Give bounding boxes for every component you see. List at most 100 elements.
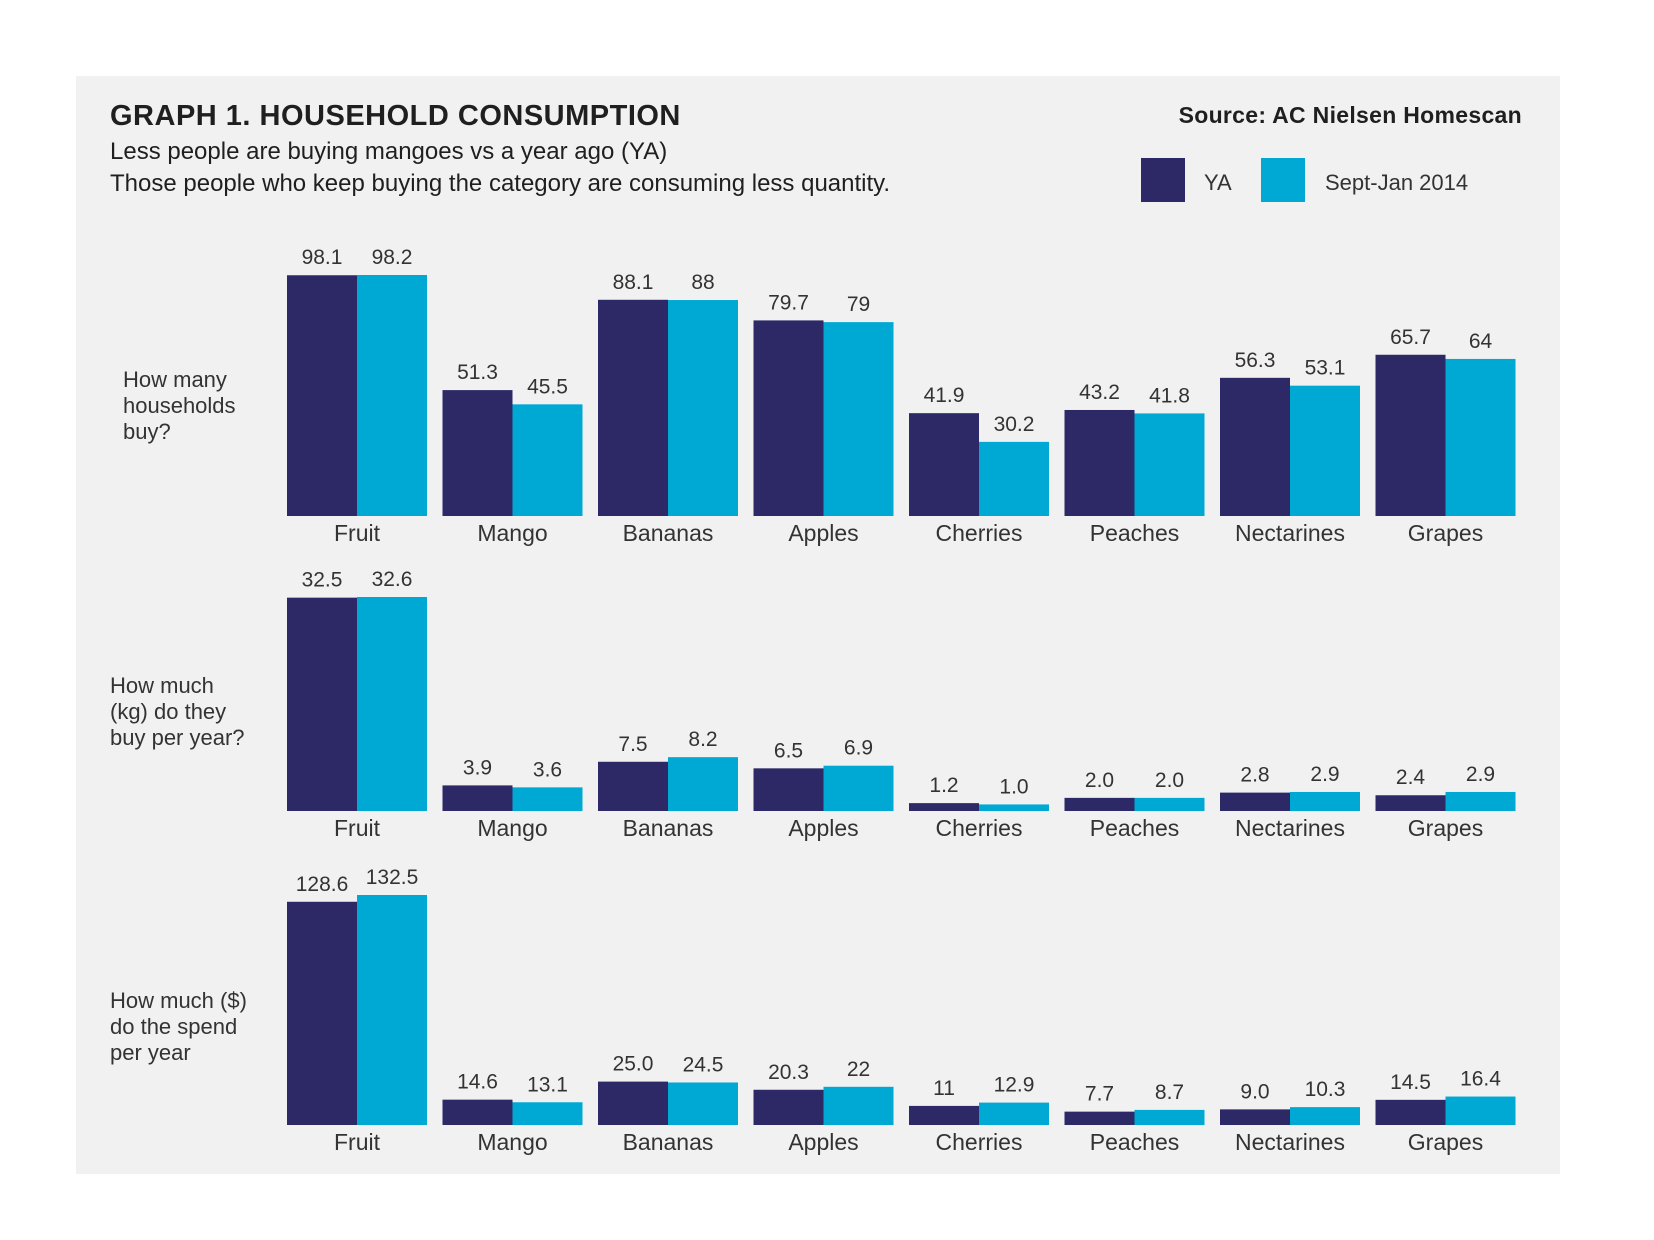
bar-current [1134,797,1205,811]
category-label: Fruit [334,815,381,841]
bar-ya [598,761,668,811]
bar-ya [1375,795,1446,811]
bar-ya [287,597,357,811]
bar-ya [1064,797,1135,811]
data-label: 30.2 [994,413,1035,436]
legend-label-current: Sept-Jan 2014 [1325,170,1469,195]
bar-ya [909,1105,979,1125]
subtitle-line-1: Less people are buying mangoes vs a year… [110,138,668,165]
data-label: 20.3 [768,1061,809,1084]
data-label: 6.9 [844,737,873,760]
bar-ya [753,320,824,516]
data-label: 1.0 [999,775,1028,798]
bar-ya [909,413,979,516]
data-label: 51.3 [457,361,498,384]
category-label: Nectarines [1235,520,1345,546]
data-label: 88 [691,271,714,294]
bar-current [979,1102,1049,1125]
legend-label-ya: YA [1204,170,1232,195]
source-note: Source: AC Nielsen Homescan [1178,102,1522,128]
data-label: 25.0 [613,1053,654,1076]
bar-ya [442,390,513,516]
bar-current [1290,385,1360,516]
category-label: Bananas [623,815,714,841]
bar-current [823,1086,894,1125]
data-label: 12.9 [994,1074,1035,1097]
data-label: 2.8 [1240,764,1269,787]
category-label: Nectarines [1235,815,1345,841]
bar-ya [442,1099,513,1125]
bar-ya [753,1089,824,1125]
data-label: 2.0 [1085,769,1114,792]
bar-current [668,1082,738,1125]
bar-ya [1064,409,1135,516]
category-label: Grapes [1408,1129,1483,1155]
bar-ya [598,1081,668,1125]
legend-swatch-current [1261,158,1305,202]
bar-current [823,322,894,516]
category-label: Apples [788,520,858,546]
bar-ya [287,901,357,1125]
data-label: 2.0 [1155,769,1184,792]
bar-ya [1220,792,1290,811]
data-label: 6.5 [774,739,803,762]
data-label: 98.1 [302,246,343,269]
category-label: Fruit [334,520,381,546]
data-label: 2.4 [1396,766,1426,789]
bar-ya [442,785,513,811]
data-label: 14.5 [1390,1071,1431,1094]
bar-ya [1375,354,1446,516]
bar-current [1445,358,1516,516]
legend-swatch-ya [1141,158,1185,202]
category-label: Mango [477,520,547,546]
data-label: 10.3 [1305,1078,1346,1101]
category-label: Nectarines [1235,1129,1345,1155]
data-label: 41.8 [1149,384,1190,407]
bar-current [512,404,583,516]
data-label: 43.2 [1079,381,1120,404]
data-label: 132.5 [366,866,419,889]
data-label: 79 [847,293,870,316]
category-label: Mango [477,815,547,841]
data-label: 11 [933,1077,955,1100]
data-label: 79.7 [768,291,809,314]
row-label-households: How many households buy? [123,367,236,444]
bar-ya [1220,1109,1290,1125]
data-label: 2.9 [1466,763,1495,786]
data-label: 8.7 [1155,1081,1184,1104]
bar-current [512,1102,583,1125]
bar-ya [1064,1111,1135,1125]
bar-current [357,597,427,811]
bar-current [512,787,583,811]
data-label: 32.5 [302,569,343,592]
row-label-spend: How much ($) do the spend per year [110,988,247,1065]
category-label: Peaches [1090,815,1180,841]
data-label: 24.5 [683,1053,724,1076]
category-label: Cherries [936,815,1023,841]
data-label: 88.1 [613,271,654,294]
bar-current [979,441,1049,516]
bar-ya [598,299,668,516]
data-label: 8.2 [688,728,717,751]
bar-current [979,804,1049,811]
category-label: Mango [477,1129,547,1155]
bar-current [357,895,427,1125]
data-label: 45.5 [527,375,568,398]
bar-current [668,300,738,516]
bar-current [1290,1107,1360,1125]
data-label: 128.6 [296,873,349,896]
subtitle-line-2: Those people who keep buying the categor… [110,170,891,197]
data-label: 3.9 [463,756,492,779]
category-label: Peaches [1090,520,1180,546]
category-label: Bananas [623,1129,714,1155]
data-label: 3.6 [533,758,562,781]
bar-ya [287,275,357,516]
category-label: Grapes [1408,520,1483,546]
category-label: Grapes [1408,815,1483,841]
data-label: 13.1 [527,1073,568,1096]
category-label: Apples [788,1129,858,1155]
bar-current [1134,413,1205,516]
data-label: 2.9 [1310,763,1339,786]
row-label-kg: How much (kg) do they buy per year? [110,673,245,750]
